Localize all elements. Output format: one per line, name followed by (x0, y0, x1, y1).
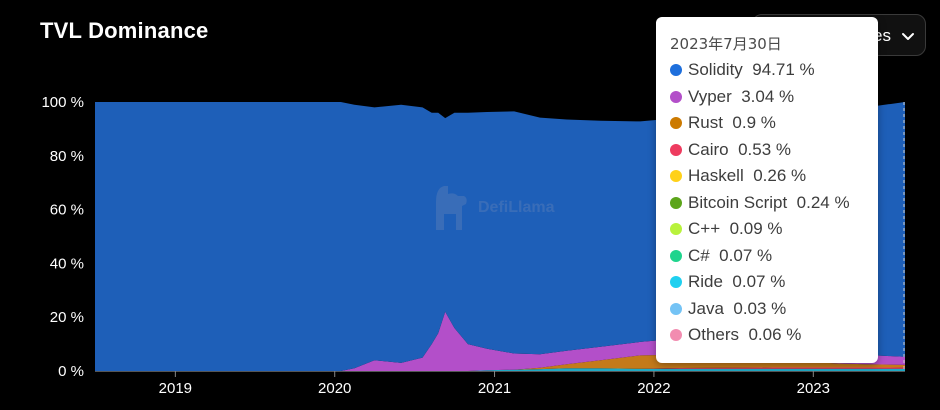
tooltip-row-others: Others 0.06 % (670, 322, 878, 349)
tooltip-series-value: 0.07 % (722, 272, 786, 291)
legend-dot-icon (670, 196, 682, 209)
tooltip-series-value: 94.71 % (742, 60, 815, 79)
tooltip-row-bitcoin-script: Bitcoin Script 0.24 % (670, 190, 878, 217)
legend-dot-icon (670, 170, 682, 182)
y-tick-label: 40 % (50, 255, 84, 272)
tooltip-series-name: Ride (688, 272, 723, 291)
chevron-down-icon (902, 33, 914, 40)
legend-dot-icon (670, 64, 682, 76)
legend-dot-icon (670, 276, 682, 288)
tooltip-series-value: 0.03 % (723, 298, 787, 318)
y-tick-label: 80 % (50, 148, 84, 165)
x-tick-label: 2022 (637, 380, 670, 397)
tooltip-series-name: C++ (688, 219, 721, 238)
tooltip-series-value: 0.24 % (787, 192, 850, 212)
tooltip-series-value: 0.09 % (720, 219, 783, 238)
tooltip-series-name: Haskell (688, 166, 744, 185)
area-cairo (95, 367, 905, 371)
legend-dot-icon (670, 223, 682, 235)
tooltip-series-name: Others (688, 325, 740, 344)
tooltip-series-name: Bitcoin Script (688, 192, 788, 212)
legend-dot-icon (670, 143, 682, 156)
tooltip-series-name: Cairo (688, 139, 729, 159)
chart-title: TVL Dominance (40, 18, 209, 43)
y-tick-label: 0 % (58, 363, 84, 380)
tooltip-series-value: 0.26 % (743, 166, 807, 185)
x-tick-label: 2021 (478, 380, 511, 397)
legend-dot-icon (670, 90, 682, 103)
x-tick-label: 2023 (797, 380, 830, 397)
tooltip-row-cairo: Cairo 0.53 % (670, 137, 878, 164)
tooltip-row-c-: C# 0.07 % (670, 243, 878, 270)
tooltip-row-haskell: Haskell 0.26 % (670, 163, 878, 190)
x-tick-label: 2019 (159, 380, 192, 397)
tooltip-row-ride: Ride 0.07 % (670, 269, 878, 296)
legend-dot-icon (670, 302, 682, 315)
y-tick-label: 60 % (50, 202, 84, 219)
legend-dot-icon (670, 329, 682, 341)
tooltip-rows: Solidity 94.71 % Vyper 3.04 % Rust 0.9 % Ca… (670, 57, 878, 349)
tooltip-series-value: 0.06 % (739, 325, 802, 344)
y-tick-label: 20 % (50, 309, 84, 326)
tooltip-row-rust: Rust 0.9 % (670, 110, 878, 137)
tooltip-series-name: Java (688, 298, 724, 318)
tooltip-series-value: 0.9 % (722, 113, 776, 132)
tooltip-series-name: Vyper (688, 86, 732, 106)
tooltip-series-value: 0.53 % (728, 139, 791, 159)
area-vyper (95, 311, 905, 371)
watermark-text: DefiLlama (478, 199, 555, 216)
legend-dot-icon (670, 117, 682, 129)
tooltip-series-value: 0.07 % (709, 245, 773, 265)
tooltip-row-c-: C++ 0.09 % (670, 216, 878, 243)
defillama-watermark: DefiLlama (428, 182, 554, 237)
tooltip-row-solidity: Solidity 94.71 % (670, 57, 878, 84)
y-tick-label: 100 % (41, 94, 84, 111)
tooltip-series-name: Solidity (688, 60, 743, 79)
tooltip-series-name: C# (688, 245, 710, 265)
tooltip-row-java: Java 0.03 % (670, 296, 878, 323)
tooltip-date: 2023年7月30日 (670, 35, 782, 53)
llama-logo-icon (436, 186, 467, 230)
tooltip-row-vyper: Vyper 3.04 % (670, 84, 878, 111)
area-others (95, 368, 905, 371)
x-tick-label: 2020 (318, 380, 351, 397)
tooltip-series-name: Rust (688, 113, 723, 132)
legend-dot-icon (670, 249, 682, 262)
chart-tooltip: 2023年7月30日 Solidity 94.71 % Vyper 3.04 % R… (656, 17, 878, 363)
tooltip-series-value: 3.04 % (731, 86, 795, 106)
